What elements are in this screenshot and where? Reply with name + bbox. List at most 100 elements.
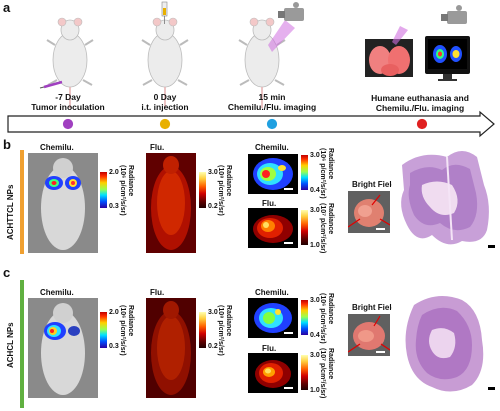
row-c-label: ACHCL NPs — [6, 322, 15, 368]
b-organ-flu-radiance-label: Radiance (10⁷ p/cm²/s/sr) — [318, 203, 334, 253]
row-b-label: ACHTTCL NPs — [6, 184, 15, 240]
unit-text: (10⁶ p/cm²/s/sr) — [119, 305, 126, 356]
mouse-illustration-3 — [238, 2, 304, 108]
b-organ-chemilu-radiance-label: Radiance (10⁶ p/cm²/s/sr) — [318, 148, 334, 199]
b-chemilu-max: 2.0 — [109, 169, 119, 176]
b-chemilu-radiance-label: Radiance (10⁶ p/cm²/s/sr) — [118, 165, 134, 216]
b-flu-max: 3.0 — [208, 169, 218, 176]
radiance-text: Radiance — [327, 148, 334, 180]
c-chemilu-mouse-image — [28, 298, 98, 398]
c-organ-chemilu-max: 3.0 — [310, 297, 320, 304]
c-flu-min: 0.2 — [208, 343, 218, 350]
b-chemilu-colorbar — [100, 172, 107, 208]
c-chemilu-radiance-label: Radiance (10⁶ p/cm²/s/sr) — [118, 305, 134, 356]
scale-bar — [488, 245, 495, 248]
lung-organ-illustration — [365, 26, 413, 77]
scale-bar — [284, 387, 293, 389]
unit-text: (10⁶ p/cm²/s/sr) — [319, 148, 326, 199]
c-organ-chemilu-radiance-label: Radiance (10⁶ p/cm²/s/sr) — [318, 293, 334, 344]
c-flu-mouse-image — [146, 298, 196, 398]
panel-label-b: b — [3, 137, 11, 152]
b-flu-mouse-image — [146, 153, 196, 253]
mouse-illustration-1 — [39, 17, 94, 108]
b-organ-chemilu-min: 0.4 — [310, 187, 320, 194]
step-4: Humane euthanasia and Chemilu./Flu. imag… — [345, 93, 495, 113]
b-flu-radiance-label: Radiance (10⁸ p/cm²/s/sr) — [216, 165, 232, 216]
panel-label-a: a — [3, 0, 11, 15]
c-bright-field-image — [348, 314, 390, 356]
c-organ-flu-radiance-label: Radiance (10⁷ p/cm²/s/sr) — [318, 348, 334, 398]
b-chemilu-title: Chemilu. — [40, 143, 74, 152]
c-organ-flu-max: 3.0 — [310, 352, 320, 359]
b-organ-chemilu-title: Chemilu. — [255, 143, 289, 152]
unit-text: (10⁶ p/cm²/s/sr) — [119, 165, 126, 216]
b-histology-image — [392, 145, 498, 255]
c-flu-colorbar — [199, 312, 206, 348]
scale-bar — [376, 228, 385, 230]
c-chemilu-max: 2.0 — [109, 309, 119, 316]
radiance-text: Radiance — [327, 203, 334, 235]
c-histology-image — [392, 285, 498, 400]
c-organ-flu-colorbar — [301, 355, 308, 390]
c-flu-title: Flu. — [150, 288, 165, 297]
b-bright-field-title: Bright Field — [352, 180, 397, 189]
c-flu-radiance-label: Radiance (10⁸ p/cm²/s/sr) — [216, 305, 232, 356]
c-organ-flu-image — [248, 353, 298, 393]
step-2-desc: i.t. injection — [141, 102, 189, 112]
unit-text: (10⁸ p/cm²/s/sr) — [217, 165, 224, 216]
step-2: 0 Day i.t. injection — [125, 92, 205, 112]
c-organ-chemilu-min: 0.4 — [310, 332, 320, 339]
radiance-text: Radiance — [225, 165, 232, 197]
b-chemilu-mouse-image — [28, 153, 98, 253]
step-4-desc: Humane euthanasia and Chemilu./Flu. imag… — [371, 93, 469, 113]
step-1: -7 Day Tumor inoculation — [28, 92, 108, 112]
unit-text: (10⁸ p/cm²/s/sr) — [217, 305, 224, 356]
step-3: 15 min Chemilu./Flu. imaging — [222, 92, 322, 112]
b-organ-chemilu-max: 3.0 — [310, 152, 320, 159]
timeline-dot-2 — [159, 118, 171, 130]
scale-bar — [284, 242, 293, 244]
c-organ-chemilu-colorbar — [301, 300, 308, 335]
b-flu-min: 0.2 — [208, 203, 218, 210]
row-c-color-bar — [20, 280, 24, 408]
c-chemilu-title: Chemilu. — [40, 288, 74, 297]
b-flu-title: Flu. — [150, 143, 165, 152]
unit-text: (10⁷ p/cm²/s/sr) — [319, 203, 326, 254]
step-1-desc: Tumor inoculation — [31, 102, 105, 112]
b-organ-chemilu-colorbar — [301, 155, 308, 190]
c-organ-flu-title: Flu. — [262, 344, 277, 353]
radiance-text: Radiance — [127, 305, 134, 337]
unit-text: (10⁷ p/cm²/s/sr) — [319, 348, 326, 399]
b-organ-flu-min: 1.0 — [310, 242, 320, 249]
mouse-illustration-2 — [141, 1, 189, 108]
radiance-text: Radiance — [327, 293, 334, 325]
radiance-text: Radiance — [225, 305, 232, 337]
radiance-text: Radiance — [127, 165, 134, 197]
timeline-dot-4 — [416, 118, 428, 130]
c-chemilu-colorbar — [100, 312, 107, 348]
b-flu-colorbar — [199, 172, 206, 208]
timeline-illustration — [7, 1, 495, 138]
timeline-dot-3 — [266, 118, 278, 130]
scale-bar — [376, 351, 385, 353]
b-organ-chemilu-image — [248, 154, 298, 194]
c-chemilu-min: 0.3 — [109, 343, 119, 350]
b-organ-flu-max: 3.0 — [310, 207, 320, 214]
b-bright-field-image — [348, 191, 390, 233]
b-chemilu-min: 0.3 — [109, 203, 119, 210]
step-2-day: 0 Day — [153, 92, 177, 102]
timeline-dot-1 — [62, 118, 74, 130]
b-organ-flu-image — [248, 208, 298, 248]
timeline-arrow — [7, 110, 495, 138]
scale-bar — [488, 387, 495, 390]
radiance-text: Radiance — [327, 348, 334, 380]
c-organ-chemilu-title: Chemilu. — [255, 288, 289, 297]
c-organ-chemilu-image — [248, 298, 298, 338]
step-3-day: 15 min — [258, 92, 286, 102]
monitor-illustration — [425, 5, 470, 81]
scale-bar — [284, 188, 293, 190]
b-organ-flu-title: Flu. — [262, 199, 277, 208]
c-organ-flu-min: 1.0 — [310, 387, 320, 394]
scale-bar — [284, 332, 293, 334]
c-flu-max: 3.0 — [208, 309, 218, 316]
